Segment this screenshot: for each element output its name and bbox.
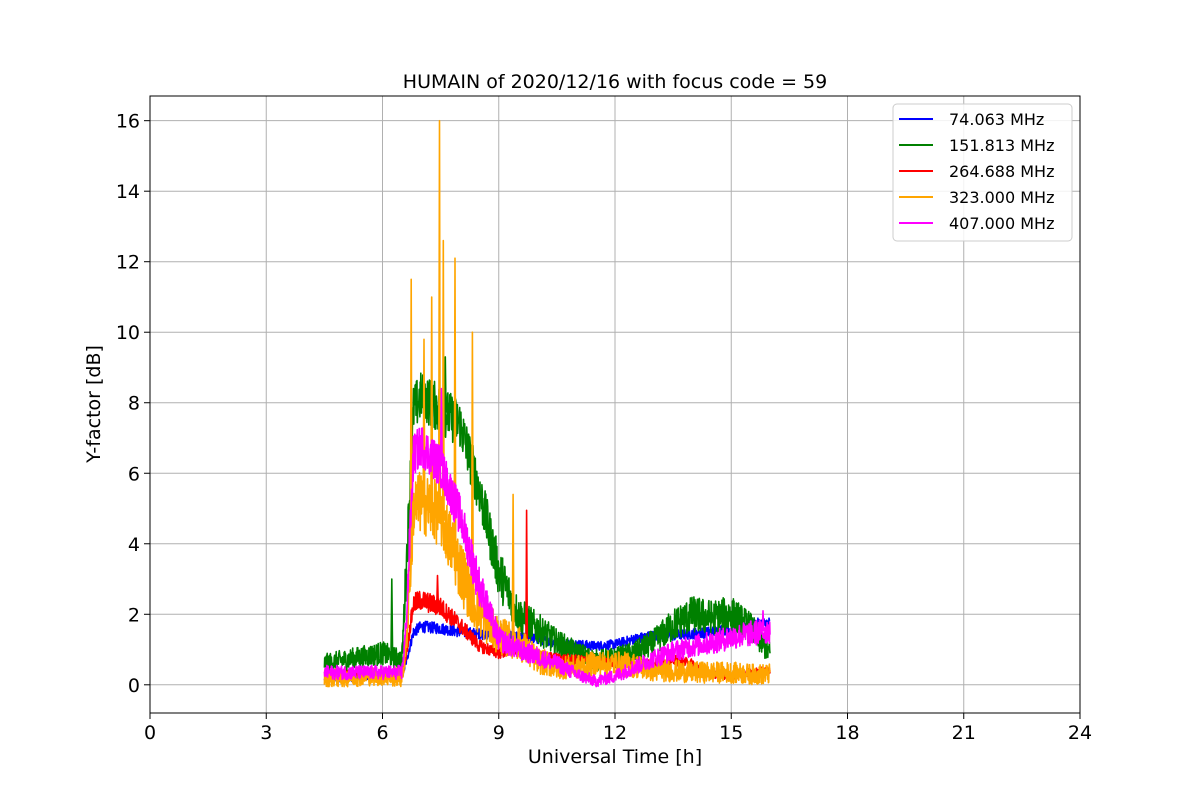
x-tick-label: 9 <box>493 722 505 744</box>
x-tick-label: 15 <box>719 722 743 744</box>
plot-area <box>323 119 771 688</box>
x-tick-label: 6 <box>376 722 388 744</box>
x-tick-label: 21 <box>952 722 976 744</box>
y-tick-label: 2 <box>128 604 140 626</box>
grid <box>149 96 1081 713</box>
y-tick-label: 16 <box>116 111 140 133</box>
y-tick-label: 10 <box>116 322 140 344</box>
legend-entry: 264.688 MHz <box>949 162 1054 181</box>
y-tick-label: 6 <box>128 463 140 485</box>
legend-entry: 407.000 MHz <box>949 214 1054 233</box>
series-line <box>323 387 771 688</box>
y-tick-label: 8 <box>128 393 140 415</box>
y-tick-label: 14 <box>116 181 140 203</box>
y-tick-label: 12 <box>116 252 140 274</box>
x-axis-label: Universal Time [h] <box>528 746 702 768</box>
y-tick-label: 0 <box>128 675 140 697</box>
y-axis-label: Y-factor [dB] <box>83 345 105 464</box>
legend-entry: 323.000 MHz <box>949 188 1054 207</box>
x-tick-label: 12 <box>603 722 627 744</box>
legend-entry: 151.813 MHz <box>949 136 1054 155</box>
x-tick-label: 3 <box>260 722 272 744</box>
legend-box <box>892 103 1073 242</box>
legend-entry: 74.063 MHz <box>949 110 1044 129</box>
series-line <box>323 356 771 674</box>
legend: 74.063 MHz 151.813 MHz 264.688 MHz 323.000 … <box>892 103 1073 242</box>
y-tick-label: 4 <box>128 534 140 556</box>
x-tick-label: 24 <box>1068 722 1092 744</box>
x-tick-label: 18 <box>835 722 859 744</box>
chart-title: HUMAIN of 2020/12/16 with focus code = 5… <box>403 71 827 93</box>
x-tick-label: 0 <box>144 722 156 744</box>
